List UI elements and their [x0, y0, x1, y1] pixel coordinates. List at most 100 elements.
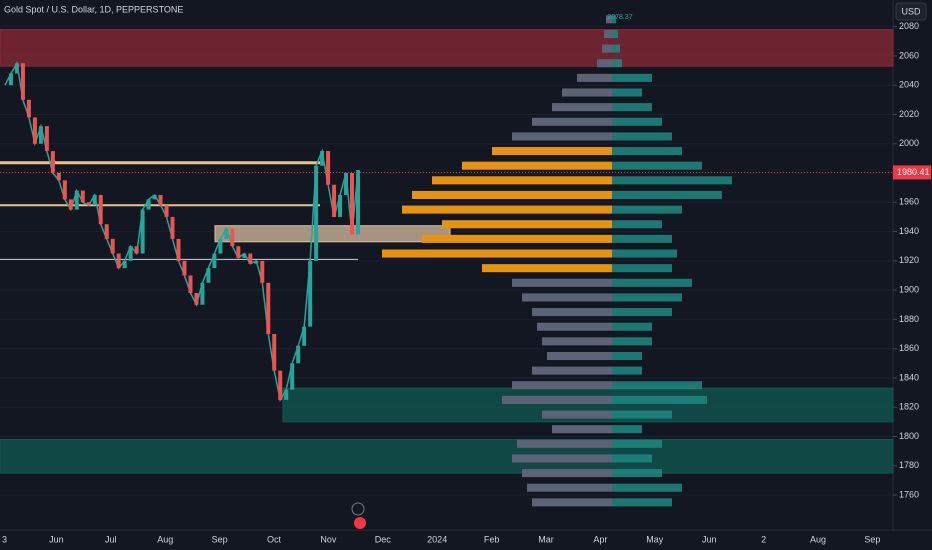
profile-bar-left: [462, 161, 612, 170]
profile-bar-left: [502, 395, 612, 404]
candle: [302, 326, 307, 346]
profile-bar-right: [612, 190, 722, 199]
profile-bar-right: [612, 117, 662, 126]
candle: [266, 282, 271, 335]
profile-bar-left: [532, 117, 612, 126]
profile-bar-left: [604, 29, 612, 38]
candle: [212, 253, 217, 269]
profile-bar-right: [612, 351, 642, 361]
candle: [218, 238, 223, 254]
candle: [206, 268, 211, 283]
y-tick-label: 1800: [899, 431, 919, 441]
profile-bar-right: [612, 234, 672, 243]
zone: [0, 29, 894, 67]
candle: [308, 260, 313, 327]
candle: [182, 260, 187, 276]
candle: [188, 275, 193, 294]
candle: [104, 224, 109, 239]
candle: [146, 199, 151, 210]
icon: [354, 517, 366, 529]
candle: [98, 194, 103, 225]
candle: [176, 238, 181, 261]
currency-button[interactable]: [895, 2, 927, 21]
profile-bar-left: [482, 264, 612, 273]
candle: [8, 73, 13, 86]
y-tick-label: 1880: [899, 314, 919, 324]
y-tick-label: 1960: [899, 197, 919, 207]
x-tick-label: 2: [761, 534, 766, 544]
profile-bar-left: [422, 234, 612, 243]
candle: [224, 228, 229, 239]
candle: [38, 126, 43, 144]
x-tick-label: Apr: [593, 534, 607, 544]
candle: [230, 228, 235, 247]
currency[interactable]: USD: [901, 6, 921, 16]
y-tick-label: 1940: [899, 226, 919, 236]
profile-bar-left: [532, 366, 612, 375]
candle: [68, 199, 73, 210]
candle: [278, 370, 283, 400]
x-tick-label: May: [646, 534, 664, 544]
y-tick-label: 1820: [899, 402, 919, 412]
candle: [248, 253, 253, 264]
candle: [254, 260, 259, 264]
y-tick-label: 1780: [899, 460, 919, 470]
profile-bar-right: [612, 220, 662, 229]
profile-bar-left: [522, 469, 612, 478]
profile-bar-right: [612, 249, 677, 258]
profile-bar-left: [492, 147, 612, 156]
x-tick-label: Oct: [267, 534, 282, 544]
candle: [110, 238, 115, 254]
candle: [170, 216, 175, 239]
profile-bar-right: [612, 366, 642, 375]
candle: [236, 246, 241, 258]
candle: [140, 209, 145, 254]
candle: [74, 190, 79, 210]
y-tick-label: 1900: [899, 284, 919, 294]
profile-bar-right: [612, 308, 672, 317]
candle: [86, 202, 91, 206]
profile-bar-left: [542, 337, 612, 346]
y-tick-label: 2020: [899, 109, 919, 119]
profile-bar-left: [512, 132, 612, 141]
candle: [314, 165, 319, 261]
y-tick-label: 1860: [899, 343, 919, 353]
x-tick-label: 3: [2, 534, 7, 544]
y-tick-label: 1760: [899, 489, 919, 499]
y-tick-label: 2080: [899, 21, 919, 31]
profile-bar-left: [542, 410, 612, 419]
profile-bar-right: [612, 395, 707, 404]
candle: [356, 170, 360, 235]
profile-bar-left: [537, 322, 612, 331]
profile-bar-left: [602, 44, 612, 53]
x-tick-label: Dec: [375, 534, 392, 544]
profile-bar-left: [562, 88, 612, 97]
x-tick-label: Aug: [157, 534, 173, 544]
candle: [344, 173, 349, 195]
profile-bar-left: [412, 190, 612, 199]
profile-bar-right: [612, 498, 672, 507]
x-tick-label: Aug: [810, 534, 826, 544]
profile-bar-right: [612, 44, 620, 53]
icon: [351, 502, 365, 516]
profile-bar-left: [597, 59, 612, 68]
candle: [290, 363, 295, 390]
candle: [32, 117, 37, 144]
candle: [26, 99, 31, 118]
candle: [116, 253, 121, 269]
profile-bar-left: [442, 220, 612, 229]
profile-bar-right: [612, 381, 702, 390]
profile-bar-left: [402, 205, 612, 214]
candle: [200, 282, 205, 305]
x-tick-label: Sep: [864, 534, 880, 544]
candle: [80, 190, 85, 203]
x-tick-label: Jun: [49, 534, 64, 544]
profile-high-label: 2078.37: [607, 14, 632, 21]
candle: [158, 194, 163, 206]
profile-bar-right: [612, 454, 652, 463]
y-tick-label: 1920: [899, 255, 919, 265]
candle: [50, 151, 55, 174]
x-tick-label: Nov: [320, 534, 337, 544]
profile-bar-left: [532, 498, 612, 507]
